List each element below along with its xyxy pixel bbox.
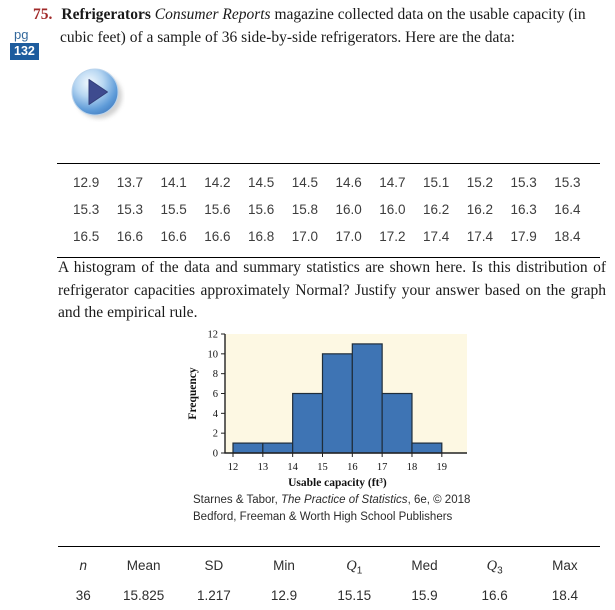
problem-number: 75. xyxy=(33,6,53,23)
histogram-figure: 0 2 4 6 8 10 12 12 13 14 15 16 17 18 19 Frequency Usable… xyxy=(183,328,475,498)
svg-text:Usable capacity (ft³): Usable capacity (ft³) xyxy=(288,477,387,489)
svg-text:12: 12 xyxy=(208,330,219,341)
svg-text:6: 6 xyxy=(213,389,218,400)
svg-text:8: 8 xyxy=(213,369,218,380)
svg-text:17: 17 xyxy=(377,462,388,473)
data-value: 12.9 xyxy=(73,175,100,190)
summary-value: 15.15 xyxy=(337,587,372,603)
data-value: 17.0 xyxy=(335,229,362,244)
summary-header-row: n Mean SD Min Q1 Med Q3 Max xyxy=(58,554,600,584)
summary-header: Med xyxy=(411,558,438,573)
svg-text:10: 10 xyxy=(208,349,219,360)
svg-text:13: 13 xyxy=(258,462,269,473)
data-value: 15.3 xyxy=(73,202,100,217)
attribution-line1: Starnes & Tabor, The Practice of Statist… xyxy=(193,494,471,506)
summary-header: Max xyxy=(552,558,578,573)
data-value: 17.9 xyxy=(510,229,537,244)
data-value: 16.3 xyxy=(510,202,537,217)
data-value: 16.4 xyxy=(554,202,581,217)
data-value: 16.0 xyxy=(379,202,406,217)
data-value: 14.1 xyxy=(160,175,187,190)
data-value: 16.6 xyxy=(116,229,144,244)
data-table-row: 16.5 16.6 16.6 16.6 16.8 17.0 17.0 17.2 17.4 17.4… xyxy=(57,223,600,250)
data-table-row: 12.9 13.7 14.1 14.2 14.5 14.5 14.6 14.7 15.1 15.2… xyxy=(57,169,600,196)
problem-title: Refrigerators xyxy=(61,6,155,23)
data-value: 14.6 xyxy=(335,175,362,190)
svg-text:4: 4 xyxy=(213,409,219,420)
data-value: 15.2 xyxy=(466,175,494,190)
data-value: 17.4 xyxy=(466,229,494,244)
data-value: 17.2 xyxy=(379,229,406,244)
svg-text:0: 0 xyxy=(213,449,218,460)
summary-header: n xyxy=(79,558,88,573)
svg-text:12: 12 xyxy=(228,462,239,473)
attribution-line2: Bedford, Freeman & Worth High School Pub… xyxy=(193,511,453,523)
summary-statistics-table: n Mean SD Min Q1 Med Q3 Max 36 15.825 1.217 12.9 15… xyxy=(58,546,600,610)
histogram-svg: 0 2 4 6 8 10 12 12 13 14 15 16 17 18 19 Frequency Usable… xyxy=(187,330,467,489)
data-value: 16.8 xyxy=(248,229,275,244)
data-value: 14.5 xyxy=(291,175,319,190)
svg-text:2: 2 xyxy=(213,429,218,440)
data-value: 15.3 xyxy=(116,202,144,217)
data-value: 16.0 xyxy=(335,202,362,217)
page-marker-label: pg xyxy=(14,27,29,42)
summary-value: 36 xyxy=(75,587,91,603)
page-marker: pg 132 xyxy=(10,27,50,60)
svg-text:14: 14 xyxy=(287,462,298,473)
play-button[interactable] xyxy=(69,66,125,122)
data-value: 18.4 xyxy=(554,229,581,244)
data-value: 15.5 xyxy=(160,202,187,217)
data-value: 17.0 xyxy=(291,229,319,244)
data-value: 16.6 xyxy=(204,229,231,244)
svg-text:18: 18 xyxy=(407,462,418,473)
data-value: 15.3 xyxy=(510,175,537,190)
summary-value: 15.9 xyxy=(411,587,438,603)
data-value: 14.5 xyxy=(248,175,275,190)
page-number-badge[interactable]: 132 xyxy=(10,43,39,60)
play-icon xyxy=(71,68,122,119)
problem-statement: 75. Refrigerators Consumer Reports magazi… xyxy=(33,4,609,49)
question-text: A histogram of the data and summary stat… xyxy=(58,259,606,321)
data-value: 15.6 xyxy=(204,202,231,217)
summary-header: SD xyxy=(204,558,224,573)
summary-header: Mean xyxy=(126,558,161,573)
data-value: 13.7 xyxy=(116,175,144,190)
data-table-row: 15.3 15.3 15.5 15.6 15.6 15.8 16.0 16.0 16.2 16.2… xyxy=(57,196,600,223)
data-value: 16.6 xyxy=(160,229,187,244)
summary-value: 18.4 xyxy=(551,587,579,603)
summary-header: Min xyxy=(273,558,295,573)
data-value: 16.5 xyxy=(73,229,100,244)
data-value: 15.8 xyxy=(291,202,319,217)
summary-value: 1.217 xyxy=(196,587,231,603)
data-value: 17.4 xyxy=(423,229,450,244)
summary-value: 12.9 xyxy=(270,587,298,603)
problem-intro-text: magazine collected data on the usable ca… xyxy=(60,6,586,46)
data-value: 15.3 xyxy=(554,175,581,190)
svg-text:16: 16 xyxy=(347,462,358,473)
summary-value: 16.6 xyxy=(481,587,508,603)
summary-header: Q3 xyxy=(486,558,503,577)
data-table: 12.9 13.7 14.1 14.2 14.5 14.5 14.6 14.7 15.1 15.2… xyxy=(57,163,600,258)
svg-text:Frequency: Frequency xyxy=(187,367,199,419)
data-value: 15.6 xyxy=(248,202,275,217)
summary-value: 15.825 xyxy=(123,587,165,603)
summary-header: Q1 xyxy=(346,558,363,577)
data-value: 16.2 xyxy=(423,202,450,217)
source-name: Consumer Reports xyxy=(154,6,271,23)
svg-text:15: 15 xyxy=(317,462,328,473)
data-value: 16.2 xyxy=(466,202,494,217)
summary-value-row: 36 15.825 1.217 12.9 15.15 15.9 16.6 18.4 xyxy=(58,584,600,608)
data-value: 14.7 xyxy=(379,175,406,190)
data-value: 15.1 xyxy=(423,175,450,190)
svg-text:19: 19 xyxy=(437,462,448,473)
data-value: 14.2 xyxy=(204,175,231,190)
attribution: Starnes & Tabor, The Practice of Statist… xyxy=(193,492,513,526)
